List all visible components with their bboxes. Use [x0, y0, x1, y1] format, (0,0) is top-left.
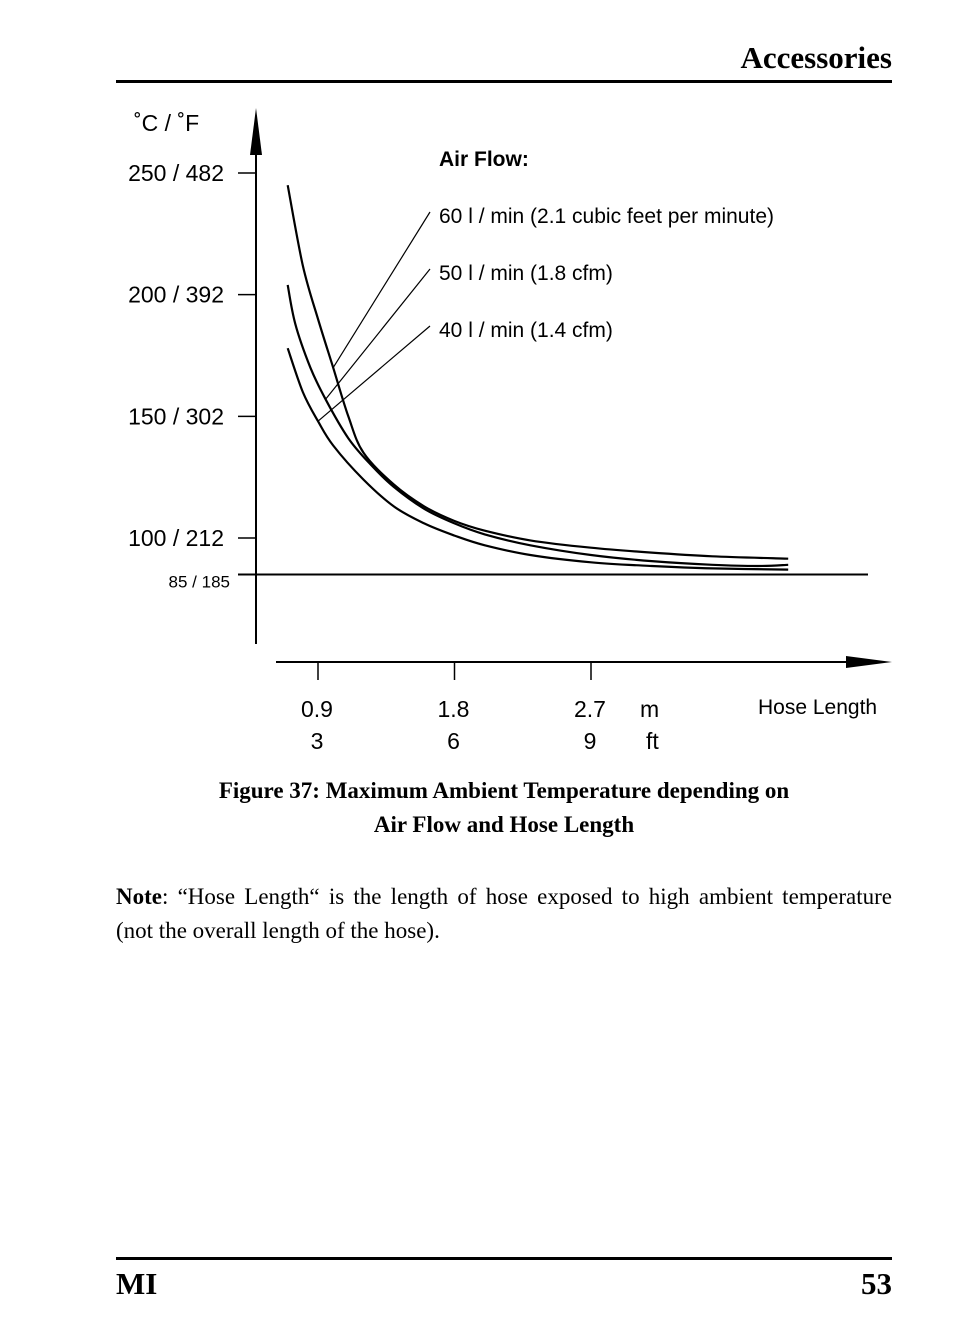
- note-text: : “Hose Length“ is the length of hose ex…: [116, 884, 892, 943]
- caption-line-2: Air Flow and Hose Length: [373, 812, 635, 837]
- legend-leader-lines: [317, 211, 431, 422]
- y-axis-arrow: [250, 108, 262, 155]
- x-axis-arrow: [846, 656, 892, 668]
- baseline-label: 85 / 185: [169, 573, 230, 592]
- x-ticks: 0.9 3 1.8 6 2.7 9: [301, 662, 606, 754]
- leader-line-60-lpm: [332, 211, 431, 368]
- series-line-50-lpm: [286, 284, 789, 568]
- page-header-title: Accessories: [740, 40, 893, 75]
- y-tick-label: 200 / 392: [128, 282, 224, 308]
- footer-manual-code: MI: [116, 1266, 158, 1301]
- legend-entry-60: 60 l / min (2.1 cubic feet per minute): [439, 205, 774, 228]
- note-paragraph: Note: “Hose Length“ is the length of hos…: [116, 880, 892, 948]
- note-label: Note: [116, 884, 162, 909]
- x-tick-label-ft: 9: [584, 728, 597, 754]
- y-tick-label: 150 / 302: [128, 403, 224, 429]
- y-tick-label: 250 / 482: [128, 160, 224, 186]
- x-tick-label-m: 0.9: [301, 696, 333, 722]
- series-lines: [286, 184, 789, 571]
- legend-title: Air Flow:: [439, 148, 529, 171]
- x-unit-imperial: ft: [646, 728, 659, 754]
- figure-caption: Figure 37: Maximum Ambient Temperature d…: [116, 774, 892, 842]
- leader-line-40-lpm: [317, 325, 431, 422]
- x-tick-label-ft: 6: [447, 728, 460, 754]
- header-rule: [116, 80, 892, 83]
- y-tick-label: 100 / 212: [128, 525, 224, 551]
- y-ticks: 250 / 482 200 / 392 150 / 302 100 / 212 85 /…: [128, 160, 868, 592]
- x-axis-label: Hose Length: [758, 696, 877, 719]
- x-tick-label-ft: 3: [311, 728, 324, 754]
- footer-rule: [116, 1257, 892, 1260]
- leader-line-50-lpm: [325, 268, 431, 400]
- x-unit-metric: m: [640, 696, 659, 722]
- series-line-60-lpm: [286, 184, 789, 560]
- x-tick-label-m: 1.8: [438, 696, 470, 722]
- caption-line-1: Figure 37: Maximum Ambient Temperature d…: [218, 778, 790, 803]
- temperature-chart: ˚C / ˚F 250 / 482 200 / 392 150 / 302 100 /…: [128, 108, 892, 754]
- series-line-40-lpm: [286, 347, 789, 571]
- legend-entry-50: 50 l / min (1.8 cfm): [439, 262, 613, 285]
- legend-entry-40: 40 l / min (1.4 cfm): [439, 319, 613, 342]
- y-axis-label: ˚C / ˚F: [134, 110, 199, 136]
- page-number: 53: [861, 1266, 892, 1301]
- x-tick-label-m: 2.7: [574, 696, 606, 722]
